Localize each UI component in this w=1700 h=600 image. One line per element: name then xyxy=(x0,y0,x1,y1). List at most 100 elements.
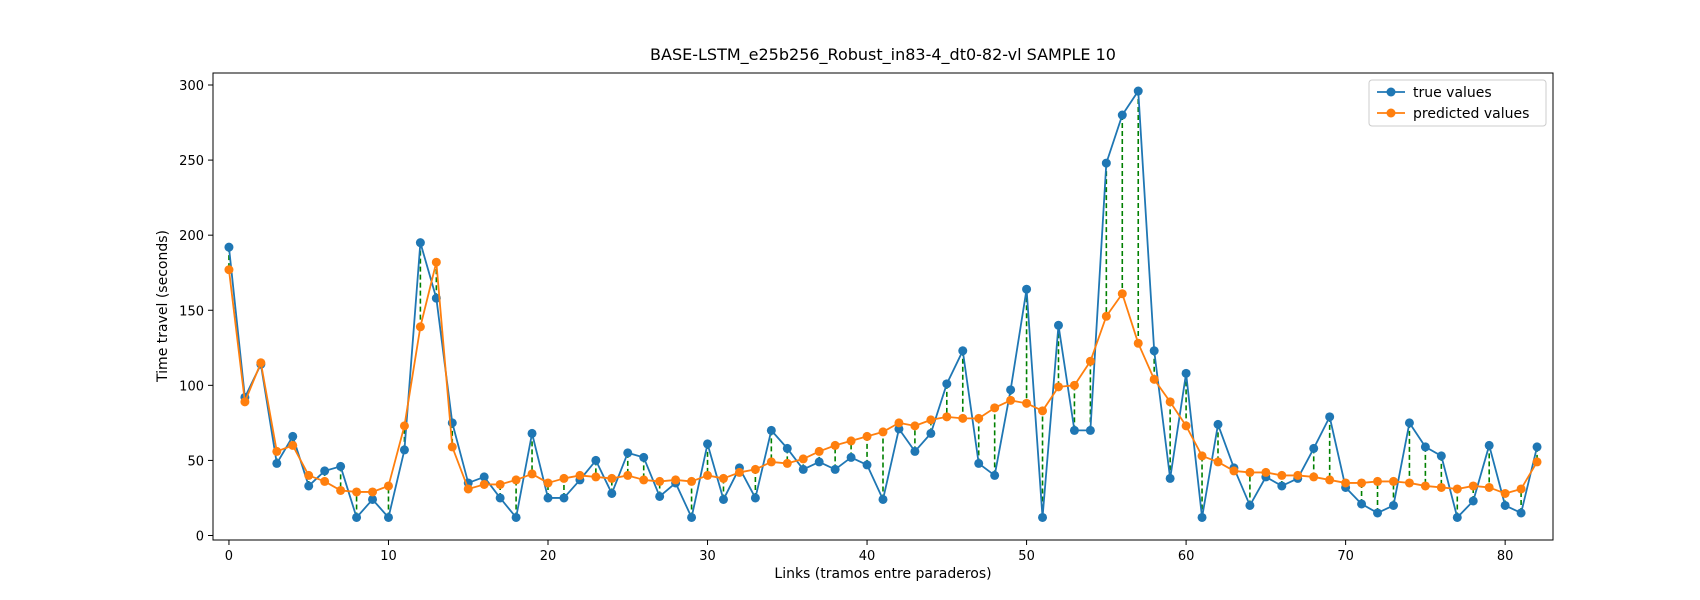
true-value-point xyxy=(495,493,505,503)
predicted-value-point xyxy=(655,476,665,486)
true-value-point xyxy=(1404,418,1414,428)
predicted-value-point xyxy=(1022,398,1032,408)
predicted-value-point xyxy=(782,458,792,468)
predicted-value-point xyxy=(1484,482,1494,492)
predicted-value-point xyxy=(687,476,697,486)
predicted-value-point xyxy=(1420,481,1430,491)
predicted-value-point xyxy=(1404,478,1414,488)
true-value-point xyxy=(511,512,521,522)
plot-area xyxy=(224,86,1542,522)
true-value-point xyxy=(990,470,1000,480)
predicted-value-point xyxy=(591,472,601,482)
x-tick-label: 40 xyxy=(859,549,876,564)
predicted-value-point xyxy=(718,473,728,483)
true-value-point xyxy=(368,494,378,504)
predicted-value-point xyxy=(734,467,744,477)
x-tick-label: 10 xyxy=(380,549,397,564)
x-axis-label: Links (tramos entre paraderos) xyxy=(774,566,991,582)
predicted-value-point xyxy=(479,479,489,489)
predicted-value-point xyxy=(304,470,314,480)
predicted-value-point xyxy=(288,440,298,450)
predicted-value-point xyxy=(1085,356,1095,366)
true-value-point xyxy=(1117,110,1127,120)
y-tick-label: 300 xyxy=(179,79,204,94)
true-value-point xyxy=(543,493,553,503)
true-value-point xyxy=(336,461,346,471)
predicted-value-point xyxy=(990,403,1000,413)
true-value-point xyxy=(878,494,888,504)
true-value-point xyxy=(974,458,984,468)
predicted-value-point xyxy=(224,265,234,275)
predicted-value-point xyxy=(543,478,553,488)
true-value-point xyxy=(718,494,728,504)
true-value-point xyxy=(766,425,776,435)
true-value-point xyxy=(1085,425,1095,435)
x-tick-label: 80 xyxy=(1497,549,1514,564)
predicted-value-point xyxy=(958,413,968,423)
predicted-value-point xyxy=(814,446,824,456)
predicted-value-point xyxy=(639,475,649,485)
predicted-value-point xyxy=(575,470,585,480)
predicted-value-point xyxy=(1436,482,1446,492)
true-value-point xyxy=(1165,473,1175,483)
predicted-value-point xyxy=(1532,457,1542,467)
true-value-point xyxy=(1484,440,1494,450)
true-value-point xyxy=(687,512,697,522)
legend-box xyxy=(1368,79,1547,127)
true-value-point xyxy=(1468,496,1478,506)
plot-frame xyxy=(212,72,1554,541)
legend-true-values-label: true values xyxy=(1413,85,1492,101)
predicted-value-point xyxy=(1181,421,1191,431)
true-value-point xyxy=(1149,346,1159,356)
predicted-value-point xyxy=(320,476,330,486)
predicted-value-point xyxy=(766,457,776,467)
predicted-value-point xyxy=(1277,470,1287,480)
true-value-point xyxy=(942,379,952,389)
predicted-value-point xyxy=(671,475,681,485)
true-value-point xyxy=(1436,451,1446,461)
predicted-value-point xyxy=(830,440,840,450)
predicted-value-point xyxy=(942,412,952,422)
predicted-value-point xyxy=(1069,380,1079,390)
true-value-point xyxy=(527,428,537,438)
predicted-value-point xyxy=(1357,478,1367,488)
true-value-point xyxy=(1181,368,1191,378)
predicted-value-point xyxy=(1468,481,1478,491)
true-value-point xyxy=(639,452,649,462)
true-value-point xyxy=(1022,284,1032,294)
y-tick-label: 150 xyxy=(179,304,204,319)
predicted-value-point xyxy=(1053,382,1063,392)
predicted-value-point xyxy=(926,415,936,425)
predicted-value-point xyxy=(495,479,505,489)
predicted-value-point xyxy=(703,470,713,480)
predicted-value-point xyxy=(1038,406,1048,416)
predicted-value-point xyxy=(256,358,266,368)
predicted-value-point xyxy=(1117,289,1127,299)
true-value-point xyxy=(703,439,713,449)
axes: 0 10 20 30 40 50 60 70 80 0 50 100 150 200 250 300 xyxy=(179,72,1554,564)
predicted-value-point xyxy=(1165,397,1175,407)
predicted-value-point xyxy=(1006,395,1016,405)
true-value-point xyxy=(1133,86,1143,96)
predicted-value-point xyxy=(862,431,872,441)
true-value-point xyxy=(623,448,633,458)
predicted-value-point xyxy=(1452,484,1462,494)
predicted-value-point xyxy=(352,487,362,497)
true-value-point xyxy=(782,443,792,453)
true-value-point xyxy=(352,512,362,522)
true-value-point xyxy=(320,466,330,476)
true-value-point xyxy=(288,431,298,441)
x-tick-label: 20 xyxy=(540,549,557,564)
true-value-point xyxy=(1532,442,1542,452)
true-value-point xyxy=(846,452,856,462)
predicted-value-point xyxy=(894,418,904,428)
true-value-point xyxy=(1357,499,1367,509)
true-value-point xyxy=(655,491,665,501)
predicted-value-point xyxy=(846,436,856,446)
x-tick-label: 70 xyxy=(1337,549,1354,564)
x-tick-label: 50 xyxy=(1018,549,1035,564)
true-value-point xyxy=(1197,512,1207,522)
true-value-point xyxy=(1053,320,1063,330)
predicted-value-point xyxy=(1133,338,1143,348)
predicted-value-point xyxy=(527,469,537,479)
